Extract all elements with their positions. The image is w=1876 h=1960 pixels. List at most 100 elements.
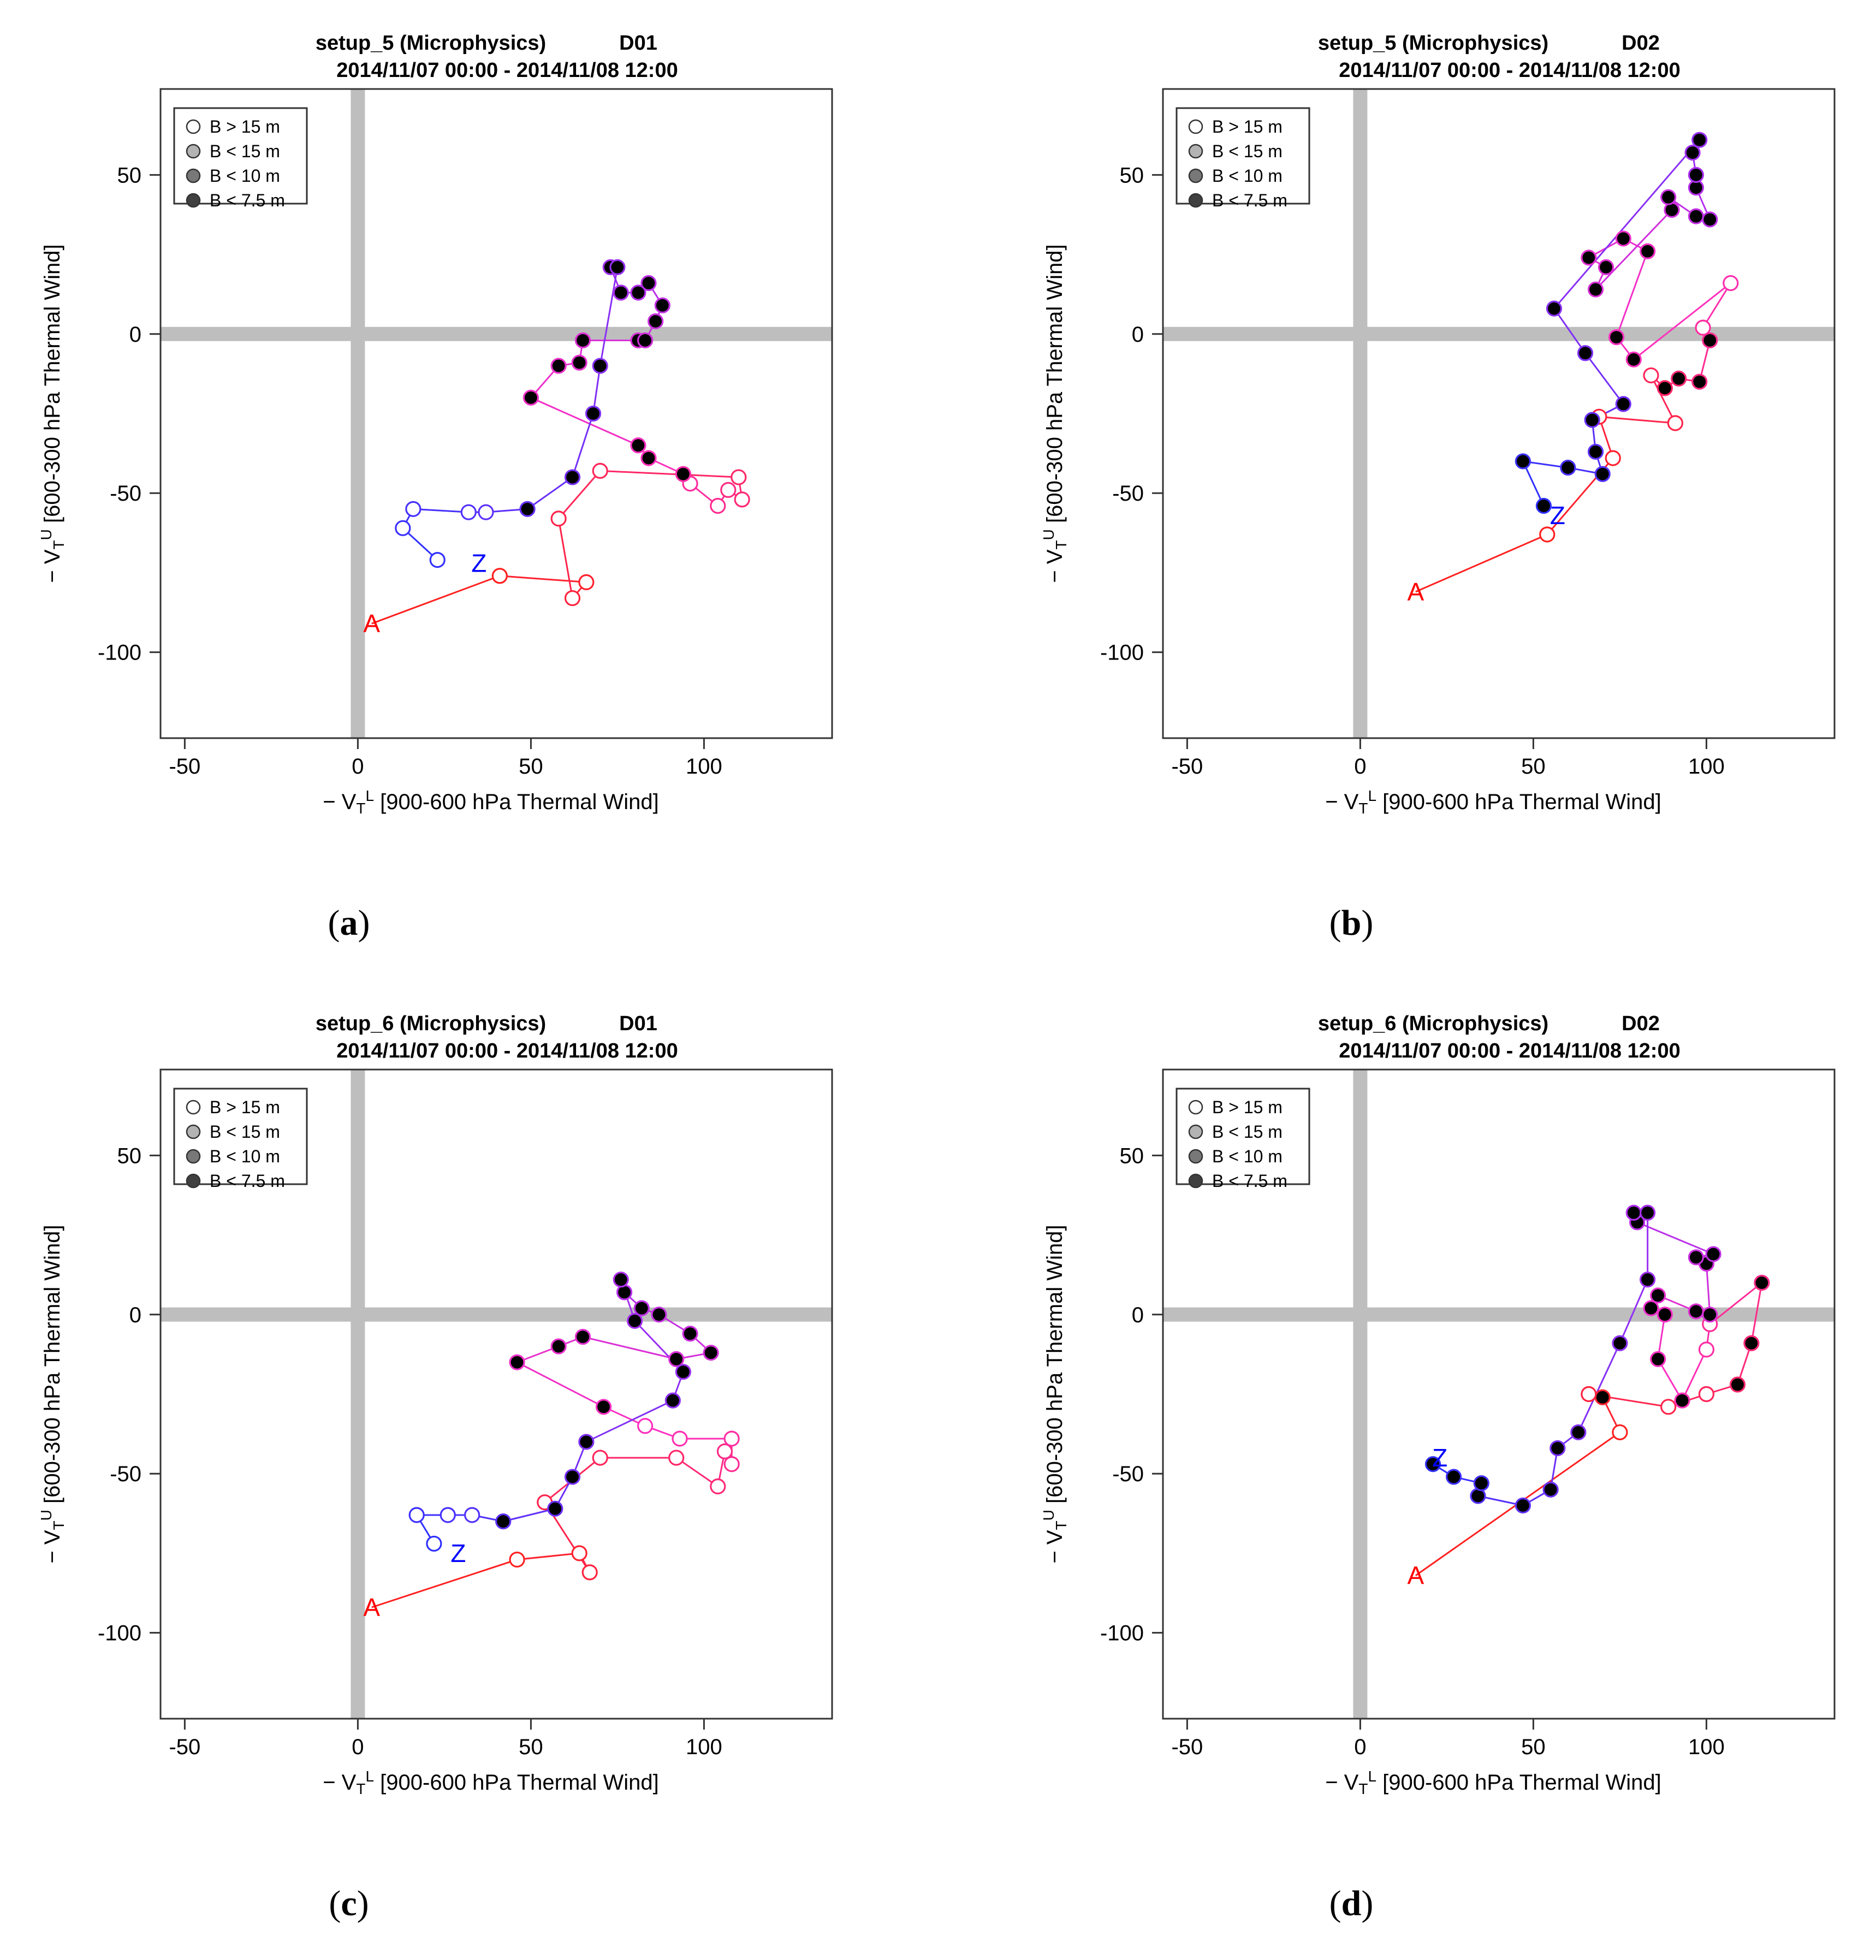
legend-label: B < 7.5 m [210,191,285,210]
x-tick-label: 100 [1688,1735,1725,1759]
x-axis-label-part: [900-600 hPa Thermal Wind] [374,1771,659,1795]
x-axis-label-part: L [1368,1768,1376,1785]
x-tick-label: 50 [1521,755,1546,779]
data-point [460,504,477,520]
x-tick-label: 0 [352,755,364,779]
panel-label-part: ) [357,1884,369,1923]
chart-subtitle: 2014/11/07 00:00 - 2014/11/08 12:00 [336,1040,678,1062]
legend-label: B > 15 m [210,117,280,136]
data-point [571,354,587,371]
y-tick-label: -100 [1100,641,1144,665]
data-point [578,574,595,591]
y-axis-label-part: U [38,1510,55,1521]
data-point [1424,1456,1441,1472]
data-point [1546,300,1563,317]
data-point [1674,1392,1690,1409]
trajectory-start-label: A [363,609,380,638]
trajectory-end-label: Z [450,1539,466,1567]
data-point [464,1507,480,1523]
y-axis-label-part: U [1040,529,1057,540]
data-point [1691,132,1708,148]
trajectory-segment [1595,209,1673,290]
trajectory-start-label: A [1407,1561,1424,1590]
data-point [731,469,747,485]
x-tick-label: 50 [1521,1735,1546,1759]
x-axis-label-part: T [1358,1780,1368,1797]
data-point [509,1354,525,1370]
y-tick-label: -100 [98,641,141,665]
x-axis-label-part: T [1358,800,1368,817]
data-point [564,590,581,607]
data-point [1581,1386,1597,1403]
data-point [408,1507,425,1523]
data-point [1608,329,1625,346]
data-point [654,297,670,313]
trajectory-segment [371,575,500,625]
data-point [426,1535,442,1552]
data-point [1688,167,1704,183]
legend-symbol [1188,1173,1203,1189]
trajectory-segment [371,1559,518,1608]
y-axis-label-part: U [38,529,55,540]
data-point [1605,450,1621,466]
legend-label: B > 15 m [1212,1097,1283,1117]
y-axis-label-part: U [1040,1510,1057,1521]
data-point [675,466,691,482]
y-tick-label: 50 [117,1144,142,1168]
data-point [710,1478,726,1495]
x-tick-label: 50 [519,1735,543,1759]
data-point [595,1399,612,1415]
panel-label: (a) [328,903,370,943]
panel-label-letter: d [1341,1884,1362,1923]
x-tick-label: 0 [352,1735,364,1759]
data-point [429,552,446,568]
y-axis-label-part: T [50,540,67,549]
x-axis-label-part: T [356,1780,365,1797]
chart-title-left: setup_6 (Microphysics) [316,1012,546,1035]
plot-frame [159,88,833,739]
data-point [564,469,581,485]
chart-title-left: setup_5 (Microphysics) [316,32,546,55]
data-point [581,1564,598,1581]
legend-label: B < 7.5 m [210,1171,285,1191]
data-point [1640,1204,1656,1221]
data-point [585,405,602,422]
legend: B > 15 m B < 15 m B < 10 m B < 7.5 m [1176,1088,1310,1191]
trajectory-segment [1553,139,1700,310]
data-point [440,1507,456,1523]
data-point [648,313,664,330]
y-axis-label: − VTU [600-300 hPa Thermal Wind] [1040,244,1070,583]
trajectory-segment [1750,1282,1763,1344]
data-point [1594,1389,1611,1405]
data-point [519,501,536,517]
data-point [1542,1481,1559,1498]
data-point [1587,443,1604,460]
y-tick-label: -100 [98,1622,141,1646]
legend-label: B < 10 m [210,166,280,186]
legend-label: B < 15 m [210,1122,280,1142]
trajectory-segment [413,508,469,513]
x-axis-label-part: [900-600 hPa Thermal Wind] [1376,790,1661,814]
y-tick-label: 0 [129,323,141,347]
data-point [1667,415,1683,431]
data-point [523,389,539,406]
data-point [1650,1351,1666,1367]
data-point [1445,1469,1462,1485]
data-point [592,1450,608,1466]
legend: B > 15 m B < 15 m B < 10 m B < 7.5 m [173,107,308,210]
trajectory-segment [1681,1349,1707,1401]
trajectory-segment [599,267,619,366]
legend: B > 15 m B < 15 m B < 10 m B < 7.5 m [1176,107,1310,210]
x-axis-label-part: L [365,787,374,804]
chart-subtitle: 2014/11/07 00:00 - 2014/11/08 12:00 [336,59,678,82]
x-tick-label: -50 [169,755,200,779]
data-point [491,568,508,584]
data-point [1612,1335,1628,1351]
y-axis-label-part: − V [1043,1530,1067,1563]
y-tick-label: 0 [1132,323,1144,347]
data-point [1660,1399,1677,1415]
data-point [1570,1424,1587,1441]
trajectory-segment [1553,308,1586,354]
data-point [1615,230,1631,247]
data-point [574,332,591,349]
